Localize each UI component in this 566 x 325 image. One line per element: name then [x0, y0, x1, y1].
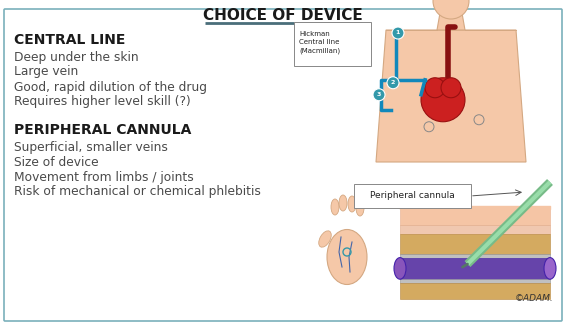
Ellipse shape: [356, 200, 364, 216]
Text: CENTRAL LINE: CENTRAL LINE: [14, 33, 126, 47]
Bar: [400, 234, 550, 254]
Circle shape: [373, 89, 385, 101]
Ellipse shape: [544, 258, 556, 279]
FancyBboxPatch shape: [294, 22, 371, 66]
Bar: [400, 283, 550, 299]
Text: Hickman
Central line
(Macmillan): Hickman Central line (Macmillan): [299, 31, 340, 54]
Circle shape: [392, 27, 404, 39]
Ellipse shape: [319, 231, 331, 247]
Circle shape: [425, 78, 445, 98]
Bar: [400, 209, 550, 225]
Ellipse shape: [348, 196, 356, 212]
Bar: [400, 258, 550, 279]
Text: Deep under the skin: Deep under the skin: [14, 50, 139, 63]
Text: CHOICE OF DEVICE: CHOICE OF DEVICE: [203, 7, 363, 22]
Ellipse shape: [327, 229, 367, 284]
Text: Movement from limbs / joints: Movement from limbs / joints: [14, 171, 194, 184]
Text: Risk of mechanical or chemical phlebitis: Risk of mechanical or chemical phlebitis: [14, 186, 261, 199]
FancyBboxPatch shape: [354, 184, 471, 208]
Text: ©ADAM.: ©ADAM.: [515, 294, 554, 303]
Text: Good, rapid dilution of the drug: Good, rapid dilution of the drug: [14, 81, 207, 94]
Text: Large vein: Large vein: [14, 66, 78, 79]
Polygon shape: [376, 30, 526, 162]
Circle shape: [387, 77, 399, 89]
Polygon shape: [437, 13, 465, 30]
Text: PERIPHERAL CANNULA: PERIPHERAL CANNULA: [14, 123, 191, 137]
Text: Size of device: Size of device: [14, 155, 98, 168]
Bar: [400, 225, 550, 234]
Circle shape: [421, 78, 465, 122]
Text: Superficial, smaller veins: Superficial, smaller veins: [14, 140, 168, 153]
Text: Peripheral cannula: Peripheral cannula: [370, 191, 455, 201]
Circle shape: [433, 0, 469, 19]
Text: 2: 2: [391, 80, 395, 85]
Ellipse shape: [339, 195, 347, 211]
Ellipse shape: [331, 199, 339, 215]
FancyBboxPatch shape: [4, 9, 562, 321]
Bar: [400, 254, 550, 258]
Ellipse shape: [394, 258, 406, 279]
Text: 1: 1: [396, 31, 400, 35]
Circle shape: [441, 78, 461, 98]
Text: Requires higher level skill (?): Requires higher level skill (?): [14, 96, 191, 109]
Text: 3: 3: [377, 92, 381, 97]
Bar: [400, 279, 550, 283]
